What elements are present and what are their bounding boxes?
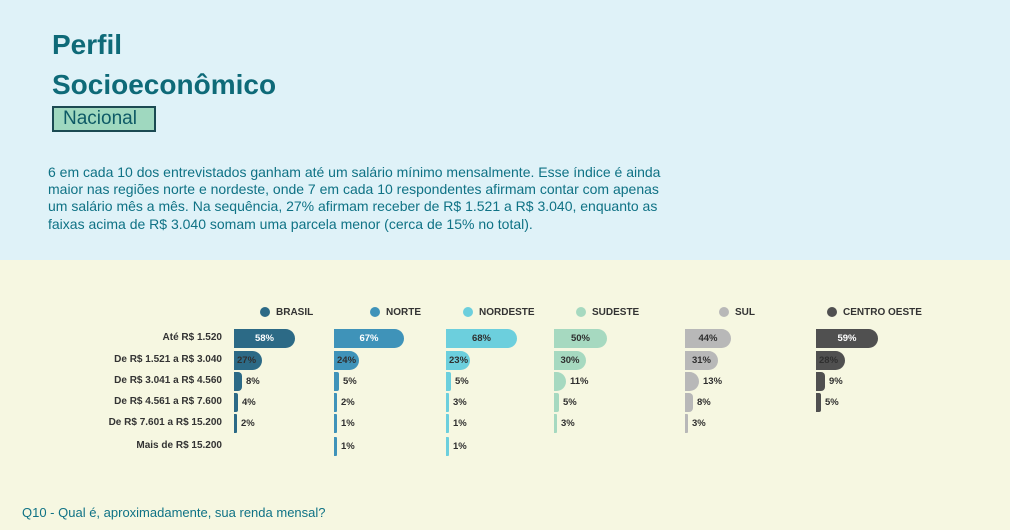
value-label: 5%	[825, 397, 839, 408]
bar	[446, 372, 451, 391]
bar	[334, 437, 337, 456]
value-label: 30%	[560, 355, 580, 366]
legend-dot-icon	[576, 307, 586, 317]
value-label: 5%	[455, 376, 469, 387]
bar	[685, 329, 731, 348]
bar	[234, 414, 237, 433]
bar	[446, 414, 449, 433]
value-label: 1%	[453, 441, 467, 452]
legend-item-1: NORTE	[370, 305, 421, 319]
legend-dot-icon	[719, 307, 729, 317]
value-label: 1%	[341, 418, 355, 429]
bar	[334, 372, 339, 391]
bar	[446, 351, 470, 370]
bar	[334, 393, 337, 412]
legend-item-2: NORDESTE	[463, 305, 535, 319]
bar	[816, 329, 878, 348]
legend-label: BRASIL	[276, 306, 314, 318]
bar	[816, 351, 845, 370]
legend-item-5: CENTRO OESTE	[827, 305, 922, 319]
bar	[334, 329, 404, 348]
bar	[685, 414, 688, 433]
intro-paragraph: 6 em cada 10 dos entrevistados ganham at…	[48, 164, 661, 232]
bar	[446, 329, 517, 348]
value-label: 5%	[343, 376, 357, 387]
bar	[234, 393, 238, 412]
page-title-line2: Socioeconômico	[52, 69, 277, 100]
bar	[234, 372, 242, 391]
page-title-line1: Perfil	[52, 29, 123, 60]
legend-dot-icon	[463, 307, 473, 317]
legend-label: NORDESTE	[479, 306, 535, 318]
bar	[234, 329, 295, 348]
bar	[685, 351, 718, 370]
value-label: 5%	[563, 397, 577, 408]
legend-item-0: BRASIL	[260, 305, 313, 319]
value-label: 27%	[237, 355, 257, 366]
value-label: 2%	[241, 418, 255, 429]
legend-dot-icon	[827, 307, 837, 317]
bar	[334, 414, 337, 433]
bar	[554, 351, 586, 370]
value-label: 3%	[453, 397, 467, 408]
bar	[554, 414, 557, 433]
legend-label: SUL	[735, 306, 755, 318]
category-label: De R$ 3.041 a R$ 4.560	[114, 375, 222, 386]
value-label: 13%	[703, 376, 723, 387]
value-label: 24%	[337, 355, 357, 366]
value-label: 23%	[449, 355, 469, 366]
value-label: 59%	[837, 333, 857, 344]
value-label: 8%	[246, 376, 260, 387]
bar	[554, 372, 566, 391]
legend-dot-icon	[370, 307, 380, 317]
value-label: 28%	[819, 355, 839, 366]
category-label: De R$ 1.521 a R$ 3.040	[114, 354, 222, 365]
value-label: 3%	[692, 418, 706, 429]
legend-item-3: SUDESTE	[576, 305, 639, 319]
legend-item-4: SUL	[719, 305, 755, 319]
value-label: 68%	[471, 333, 491, 344]
bar	[446, 393, 449, 412]
right-edge	[1010, 0, 1024, 530]
legend-label: SUDESTE	[592, 306, 640, 318]
value-label: 44%	[698, 333, 718, 344]
category-label: De R$ 4.561 a R$ 7.600	[114, 396, 222, 407]
bar	[554, 393, 559, 412]
category-label: Até R$ 1.520	[162, 332, 222, 343]
value-label: 8%	[697, 397, 711, 408]
value-label: 3%	[561, 418, 575, 429]
value-label: 31%	[691, 355, 711, 366]
value-label: 2%	[341, 397, 355, 408]
value-label: 4%	[242, 397, 256, 408]
bar	[685, 393, 693, 412]
bar	[816, 393, 821, 412]
value-label: 9%	[829, 376, 843, 387]
value-label: 58%	[254, 333, 274, 344]
question-footnote: Q10 - Qual é, aproximadamente, sua renda…	[22, 505, 326, 520]
category-label: Mais de R$ 15.200	[136, 440, 222, 451]
header-panel	[0, 0, 1010, 260]
bar	[234, 351, 262, 370]
legend-label: CENTRO OESTE	[843, 306, 922, 318]
bar	[554, 329, 607, 348]
value-label: 11%	[570, 376, 589, 387]
value-label: 67%	[359, 333, 379, 344]
scope-badge: Nacional	[52, 106, 156, 132]
value-label: 50%	[570, 333, 590, 344]
value-label: 1%	[341, 441, 355, 452]
bar	[816, 372, 825, 391]
legend-label: NORTE	[386, 306, 421, 318]
bar	[334, 351, 359, 370]
value-label: 1%	[453, 418, 467, 429]
bar	[446, 437, 449, 456]
bar	[685, 372, 699, 391]
legend-dot-icon	[260, 307, 270, 317]
category-label: De R$ 7.601 a R$ 15.200	[108, 417, 222, 428]
